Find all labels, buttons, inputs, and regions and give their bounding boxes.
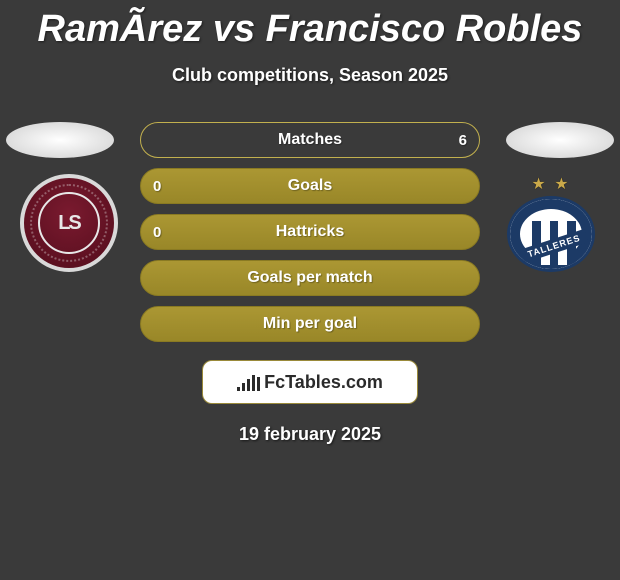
stat-value-left: 0: [153, 224, 161, 241]
stat-label: Goals per match: [247, 269, 372, 287]
player-right-placeholder: [506, 122, 614, 158]
stat-row: Matches 6: [140, 122, 480, 158]
stat-label: Matches: [278, 131, 342, 149]
stat-row: 0 Hattricks: [140, 214, 480, 250]
stat-rows: Matches 6 0 Goals 0 Hattricks Goals per match M…: [140, 122, 480, 342]
page-title: RamÃ­rez vs Francisco Robles: [0, 0, 620, 51]
player-left-placeholder: [6, 122, 114, 158]
stat-row: Min per goal: [140, 306, 480, 342]
fctables-watermark[interactable]: FcTables.com: [202, 360, 418, 404]
stat-label: Goals: [288, 177, 332, 195]
club-badge-right: ★ ★ C.A.T TALLERES: [502, 174, 600, 272]
stat-row: Goals per match: [140, 260, 480, 296]
stat-value-left: 0: [153, 178, 161, 195]
fctables-bars-icon: [237, 373, 260, 391]
talleres-shield: C.A.T TALLERES: [507, 196, 595, 272]
stat-label: Min per goal: [263, 315, 357, 333]
stat-label: Hattricks: [276, 223, 344, 241]
lanus-gear-ring: [30, 184, 108, 262]
talleres-stars: ★ ★: [531, 174, 570, 194]
stat-value-right: 6: [459, 132, 467, 149]
stat-row: 0 Goals: [140, 168, 480, 204]
club-badge-left: LS: [20, 174, 118, 272]
subtitle: Club competitions, Season 2025: [0, 65, 620, 86]
fctables-label: FcTables.com: [264, 372, 383, 393]
date-label: 19 february 2025: [0, 424, 620, 445]
stats-area: Matches 6 0 Goals 0 Hattricks Goals per match M…: [0, 122, 620, 342]
